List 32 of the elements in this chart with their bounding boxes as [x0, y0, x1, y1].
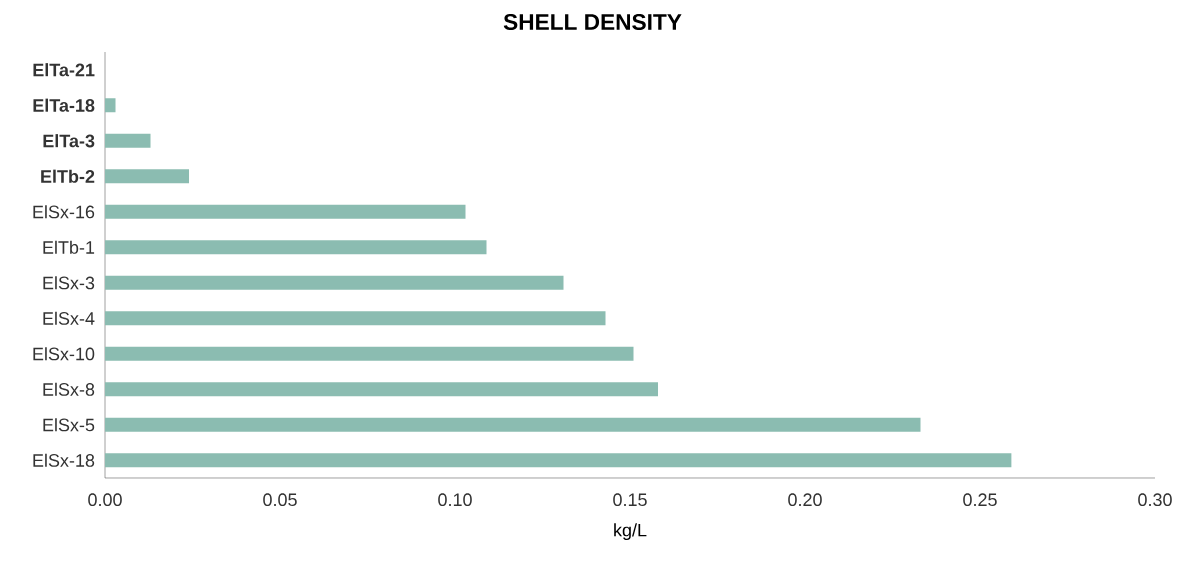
bar [105, 98, 116, 113]
bar [105, 204, 466, 219]
y-tick-label: ElSx-8 [43, 382, 95, 396]
y-tick-label: ElSx-3 [43, 276, 95, 290]
bar [105, 311, 606, 326]
bar [105, 382, 659, 397]
y-tick-label: ElSx-10 [33, 347, 95, 361]
y-tick-label: ElTb-1 [43, 240, 95, 254]
y-tick-label: ElTa-21 [33, 63, 95, 77]
chart-title: SHELL DENSITY [503, 13, 682, 31]
x-tick-label: 0.30 [1138, 493, 1172, 507]
y-tick-label: ElSx-5 [43, 418, 95, 432]
y-tick-label: ElTa-3 [43, 134, 95, 148]
x-tick-label: 0.05 [263, 493, 297, 507]
y-tick-label: ElSx-16 [33, 205, 95, 219]
bar [105, 133, 151, 148]
x-tick-label: 0.20 [788, 493, 822, 507]
y-tick-label: ElSx-18 [33, 453, 95, 467]
y-tick-label: ElTa-18 [33, 98, 95, 112]
x-tick-label: 0.25 [963, 493, 997, 507]
y-tick-label: ElSx-4 [43, 311, 95, 325]
bar [105, 275, 564, 290]
x-tick-label: 0.10 [438, 493, 472, 507]
bar [105, 169, 190, 184]
y-tick-label: ElTb-2 [41, 169, 95, 183]
bar [105, 453, 1012, 468]
bar [105, 417, 921, 432]
bar [105, 240, 487, 255]
x-tick-label: 0.15 [613, 493, 647, 507]
x-tick-label: 0.00 [88, 493, 122, 507]
x-axis-title: kg/L [614, 523, 647, 541]
bar [105, 346, 634, 361]
